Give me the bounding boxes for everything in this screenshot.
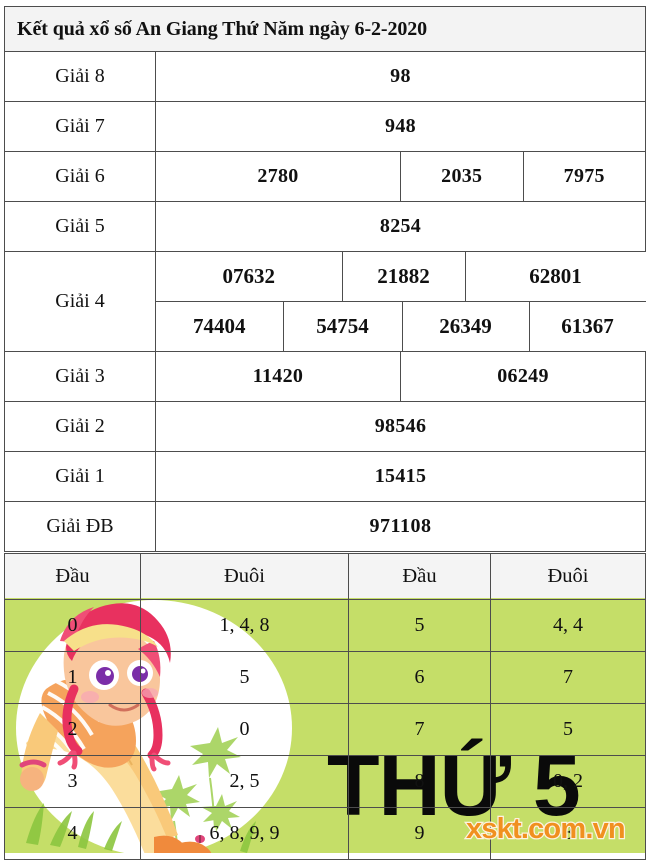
column-header-dau-left: Đầu	[4, 553, 141, 600]
dau-left-3: 3	[4, 755, 141, 808]
duoi-right-0: 4, 4	[490, 599, 646, 652]
head-tail-header-row: Đầu Đuôi Đầu Đuôi	[4, 553, 646, 600]
dau-left-1: 1	[4, 651, 141, 704]
table-row-prize-2: Giải 2 98546	[4, 401, 646, 452]
column-header-duoi-right: Đuôi	[490, 553, 646, 600]
prize-value-7: 948	[155, 101, 646, 152]
table-row: 4 6, 8, 9, 9 9 8	[4, 807, 646, 860]
prize-value-6-0: 2780	[155, 151, 401, 202]
table-row: 3 2, 5 8 0, 2	[4, 755, 646, 808]
duoi-right-3: 0, 2	[490, 755, 646, 808]
prize-label-1: Giải 1	[4, 451, 156, 502]
column-header-dau-right: Đầu	[348, 553, 491, 600]
prize-value-3-0: 11420	[155, 351, 401, 402]
prize-value-6-1: 2035	[400, 151, 524, 202]
dau-left-4: 4	[4, 807, 141, 860]
dau-right-1: 6	[348, 651, 491, 704]
prize-value-4-5: 26349	[401, 301, 530, 351]
table-row-prize-6: Giải 6 2780 2035 7975	[4, 151, 646, 202]
prize-value-4-3: 74404	[156, 301, 284, 351]
table-row: 0 1, 4, 8 5 4, 4	[4, 599, 646, 652]
prize-value-4-6: 61367	[528, 301, 646, 351]
prize-value-4-0: 07632	[156, 252, 343, 301]
table-row: 1 5 6 7	[4, 651, 646, 704]
prize-4-row-2: 74404 54754 26349 61367	[156, 301, 646, 351]
prize-label-5: Giải 5	[4, 201, 156, 252]
table-row-prize-4: Giải 4 07632 21882 62801	[4, 251, 646, 352]
duoi-left-4: 6, 8, 9, 9	[140, 807, 349, 860]
dau-left-2: 2	[4, 703, 141, 756]
dau-right-4: 9	[348, 807, 491, 860]
dau-right-3: 8	[348, 755, 491, 808]
duoi-right-2: 5	[490, 703, 646, 756]
head-tail-table: Đầu Đuôi Đầu Đuôi 0 1, 4, 8 5 4, 4 1 5 6	[4, 553, 646, 860]
duoi-left-2: 0	[140, 703, 349, 756]
table-row-prize-1: Giải 1 15415	[4, 451, 646, 502]
prize-value-6-2: 7975	[522, 151, 646, 202]
prize-label-special: Giải ĐB	[4, 501, 156, 552]
head-tail-summary: THỨ 5 xskt.com.vn Đầu Đuôi Đầu Đuôi 0 1,…	[4, 553, 646, 860]
dau-right-0: 5	[348, 599, 491, 652]
dau-right-2: 7	[348, 703, 491, 756]
prize-value-4-2: 62801	[464, 252, 646, 301]
prize-value-2: 98546	[155, 401, 646, 452]
duoi-left-3: 2, 5	[140, 755, 349, 808]
table-row-prize-5: Giải 5 8254	[4, 201, 646, 252]
prize-label-4: Giải 4	[4, 251, 156, 352]
prize-4-grid: 07632 21882 62801 74404 54754	[156, 252, 646, 352]
prize-label-3: Giải 3	[4, 351, 156, 402]
table-row-prize-7: Giải 7 948	[4, 101, 646, 152]
table-row: 2 0 7 5	[4, 703, 646, 756]
duoi-right-1: 7	[490, 651, 646, 704]
prize-label-8: Giải 8	[4, 51, 156, 102]
dau-left-0: 0	[4, 599, 141, 652]
prize-label-6: Giải 6	[4, 151, 156, 202]
table-row-prize-special: Giải ĐB 971108	[4, 501, 646, 552]
prize-4-row-1: 07632 21882 62801	[156, 252, 646, 301]
prize-value-1: 15415	[155, 451, 646, 502]
prize-label-7: Giải 7	[4, 101, 156, 152]
duoi-left-0: 1, 4, 8	[140, 599, 349, 652]
page-title: Kết quả xổ số An Giang Thứ Năm ngày 6-2-…	[4, 6, 646, 52]
column-header-duoi-left: Đuôi	[140, 553, 349, 600]
prize-result-table: Kết quả xổ số An Giang Thứ Năm ngày 6-2-…	[4, 6, 646, 552]
prize-value-8: 98	[155, 51, 646, 102]
prize-value-4-1: 21882	[341, 252, 466, 301]
prize-value-3-1: 06249	[400, 351, 646, 402]
prize-label-2: Giải 2	[4, 401, 156, 452]
table-row-prize-8: Giải 8 98	[4, 51, 646, 102]
table-row-prize-3: Giải 3 11420 06249	[4, 351, 646, 402]
prize-value-special: 971108	[155, 501, 646, 552]
prize-value-5: 8254	[155, 201, 646, 252]
duoi-right-4: 8	[490, 807, 646, 860]
duoi-left-1: 5	[140, 651, 349, 704]
prize-value-4-4: 54754	[282, 301, 403, 351]
table-title-row: Kết quả xổ số An Giang Thứ Năm ngày 6-2-…	[4, 6, 646, 52]
